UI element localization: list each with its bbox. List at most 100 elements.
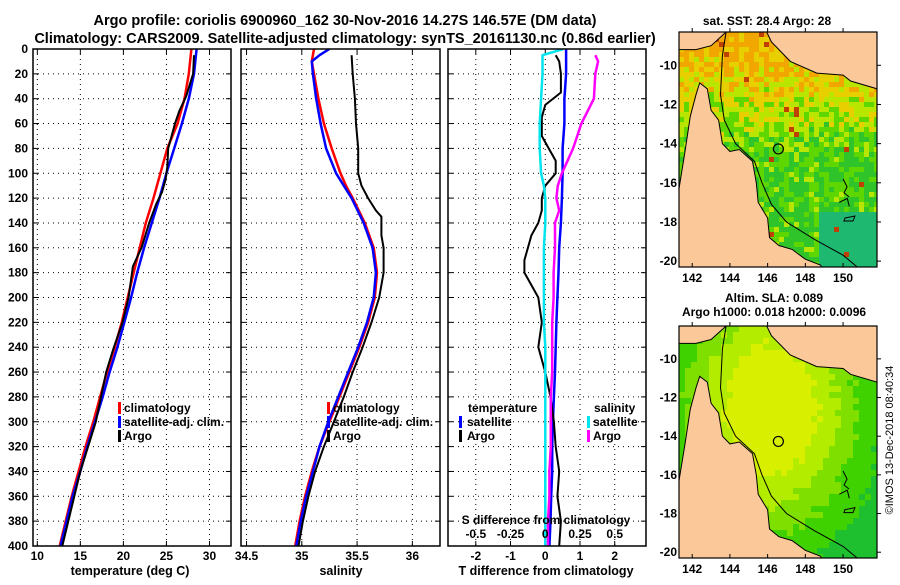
map-frame [678,31,878,268]
map-cell [799,380,805,386]
map-cell [769,47,774,52]
map-cell [799,102,804,107]
map-cell [689,62,694,67]
map-cell [775,368,781,374]
map-cell [804,212,809,217]
map-cell [859,536,865,542]
map-cell [744,102,749,107]
map-cell [727,338,733,344]
map-cell [727,440,733,446]
map-cell [721,386,727,392]
map-cell [823,494,829,500]
sst-map-panel: 142 144 146 148 150-10-12-14-16-18-20 [660,28,881,285]
map-cell [829,500,835,506]
map-cell [804,227,809,232]
map-cell [704,77,709,82]
map-cell [874,247,877,252]
map-cell [757,386,763,392]
map-cell [784,107,789,112]
map-cell [694,52,699,57]
map-cell [814,222,819,227]
map-cell [859,172,864,177]
map-cell [757,326,763,332]
map-cell [819,87,824,92]
map-cell [734,137,739,142]
map-cell [704,62,709,67]
map-cell [679,137,684,142]
map-cell [834,242,839,247]
map-cell [804,117,809,122]
map-cell [799,392,805,398]
map-cell [849,152,854,157]
map-cell [841,416,847,422]
map-cell [764,137,769,142]
map-cell [734,32,739,37]
map-cell [789,72,794,77]
map-cell [869,167,874,172]
map-cell [749,82,754,87]
map-cell [714,52,719,57]
map-cell [847,494,853,500]
map-cell [823,476,829,482]
map-cell [684,62,689,67]
map-cell [787,380,793,386]
map-cell [834,182,839,187]
map-cell [769,102,774,107]
map-cell [874,92,877,97]
map-cell [794,212,799,217]
map-cell [759,132,764,137]
map-cell [874,207,877,212]
map-cell [853,512,859,518]
map-cell [789,102,794,107]
figure-title-line1: Argo profile: coriolis 6900960_162 30-No… [94,13,597,29]
map-cell [854,167,859,172]
map-cell [811,476,817,482]
map-cell [739,142,744,147]
map-cell [757,482,763,488]
map-cell [811,470,817,476]
map-cell [781,470,787,476]
map-cell [793,488,799,494]
map-cell [769,212,774,217]
map-cell [763,470,769,476]
map-cell [709,380,715,386]
map-cell [834,122,839,127]
map-cell [727,380,733,386]
map-ytick-label: -20 [660,254,678,268]
map-cell [769,410,775,416]
figure-title-line2: Climatology: CARS2009. Satellite-adjuste… [34,31,655,47]
map-cell [854,182,859,187]
map-cell [865,518,871,524]
map-cell [853,464,859,470]
map-cell [793,524,799,530]
map-cell [789,127,794,132]
map-cell [823,470,829,476]
map-cell [763,386,769,392]
map-cell [847,440,853,446]
map-cell [789,197,794,202]
map-cell [724,52,729,57]
map-cell [779,82,784,87]
map-cell [869,242,874,247]
map-cell [835,542,841,548]
map-cell [789,117,794,122]
map-cell [789,107,794,112]
map-cell [779,107,784,112]
map-cell [794,117,799,122]
map-cell [789,137,794,142]
map-cell [775,464,781,470]
map-cell [779,167,784,172]
map-cell [774,47,779,52]
map-cell [774,102,779,107]
map-cell [859,217,864,222]
map-cell [757,488,763,494]
map-cell [754,42,759,47]
map-cell [869,262,874,267]
map-cell [864,112,869,117]
map-cell [739,380,745,386]
legend-label-salinity_argo: Argo [593,429,621,443]
map-cell [754,67,759,72]
map-cell [759,187,764,192]
map-cell [789,227,794,232]
map-cell [809,172,814,177]
